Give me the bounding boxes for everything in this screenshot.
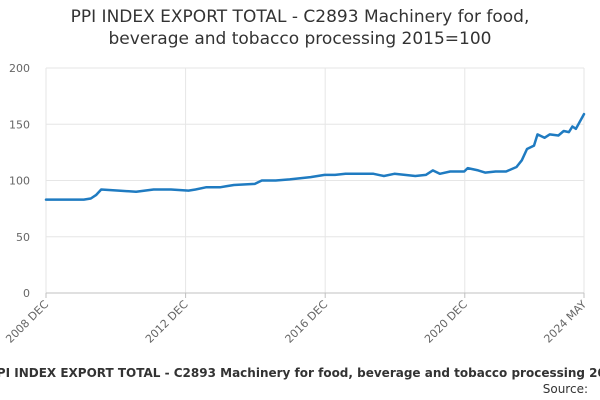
x-tick-label: 2012 DEC (143, 298, 191, 346)
y-tick-label: 150 (9, 118, 30, 131)
chart-title: PPI INDEX EXPORT TOTAL - C2893 Machinery… (0, 6, 600, 50)
y-tick-label: 100 (9, 175, 30, 188)
y-tick-label: 0 (23, 287, 30, 300)
y-tick-label: 50 (16, 231, 30, 244)
x-tick-label: 2008 DEC (3, 298, 51, 346)
x-tick-label: 2024 MAY (541, 298, 589, 346)
x-tick-label: 2020 DEC (422, 298, 470, 346)
chart-title-line-1: PPI INDEX EXPORT TOTAL - C2893 Machinery… (70, 7, 530, 27)
series-line (44, 112, 586, 201)
x-tick-label: 2016 DEC (283, 298, 331, 346)
chart-title-line-2: beverage and tobacco processing 2015=100 (108, 29, 492, 49)
source-label: Source: (542, 382, 588, 396)
legend[interactable]: PPI INDEX EXPORT TOTAL - C2893 Machinery… (0, 366, 600, 382)
y-tick-label: 200 (9, 62, 30, 75)
legend-label[interactable]: PPI INDEX EXPORT TOTAL - C2893 Machinery… (0, 366, 600, 380)
